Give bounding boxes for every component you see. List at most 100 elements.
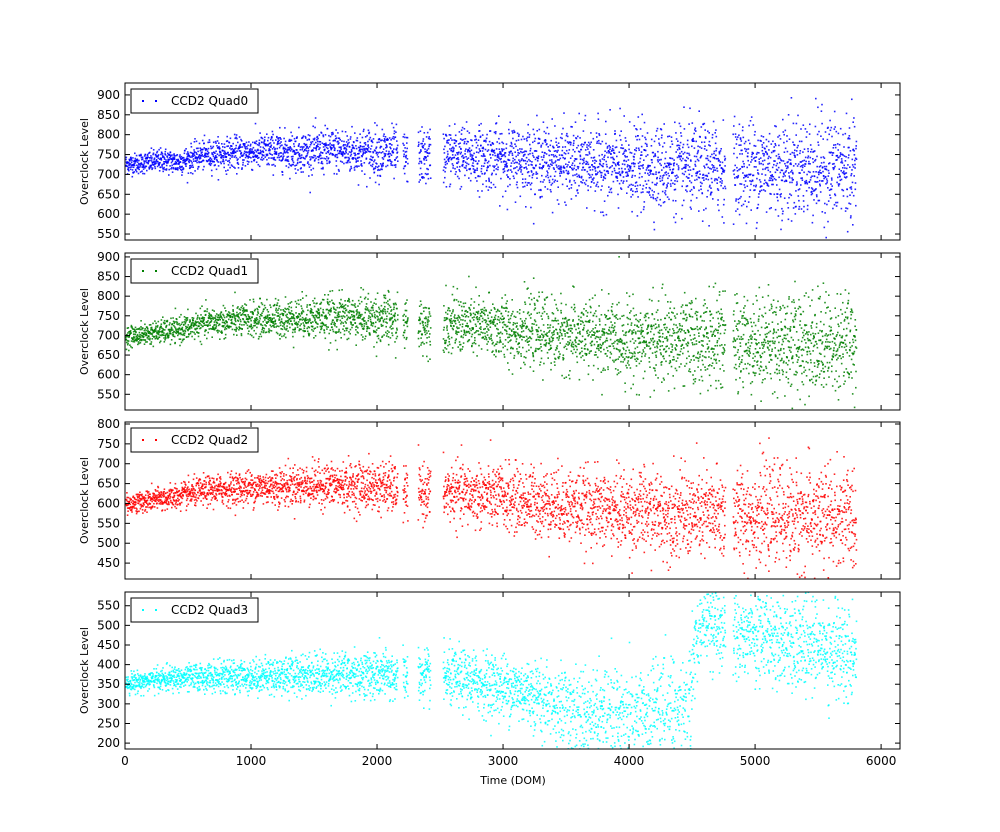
data-point bbox=[245, 304, 248, 306]
data-point bbox=[194, 328, 197, 331]
data-point bbox=[284, 127, 286, 129]
data-point bbox=[355, 158, 357, 161]
data-point bbox=[689, 206, 692, 209]
data-point bbox=[177, 159, 180, 162]
data-point bbox=[709, 145, 711, 147]
data-point bbox=[186, 318, 188, 320]
data-point bbox=[486, 133, 488, 136]
data-point bbox=[272, 305, 275, 307]
data-point bbox=[711, 153, 713, 156]
data-point bbox=[496, 141, 498, 143]
data-point bbox=[715, 149, 717, 152]
data-point bbox=[713, 152, 715, 155]
data-point bbox=[363, 148, 365, 150]
data-point bbox=[740, 140, 743, 142]
data-point bbox=[855, 145, 857, 147]
data-point bbox=[159, 334, 161, 336]
data-point bbox=[267, 321, 270, 323]
data-point bbox=[769, 177, 771, 179]
data-point bbox=[271, 148, 274, 150]
data-point bbox=[828, 151, 831, 154]
data-point bbox=[561, 149, 564, 152]
data-point bbox=[821, 122, 823, 125]
data-point bbox=[583, 143, 585, 146]
data-point bbox=[781, 207, 783, 210]
data-point bbox=[356, 166, 358, 168]
data-point bbox=[758, 161, 761, 163]
data-point bbox=[456, 175, 459, 178]
data-point bbox=[331, 147, 333, 149]
data-point bbox=[288, 148, 291, 151]
data-point bbox=[288, 149, 290, 151]
data-point bbox=[289, 317, 291, 320]
data-point bbox=[649, 194, 651, 196]
data-point bbox=[588, 152, 591, 155]
data-point bbox=[295, 321, 298, 324]
data-point bbox=[444, 161, 447, 164]
data-point bbox=[568, 141, 571, 143]
data-point bbox=[462, 163, 464, 166]
data-point bbox=[466, 158, 468, 160]
data-point bbox=[203, 134, 206, 137]
data-point bbox=[236, 327, 238, 330]
data-point bbox=[789, 193, 791, 195]
data-point bbox=[385, 146, 387, 149]
data-point bbox=[554, 161, 556, 164]
data-point bbox=[317, 161, 320, 164]
data-point bbox=[243, 314, 245, 316]
data-point bbox=[322, 146, 325, 148]
data-point bbox=[837, 132, 840, 135]
data-point bbox=[378, 138, 381, 141]
data-point bbox=[782, 175, 784, 178]
data-point bbox=[392, 136, 395, 138]
data-point bbox=[172, 320, 175, 323]
data-point bbox=[226, 313, 229, 315]
data-point bbox=[175, 321, 177, 323]
data-point bbox=[679, 155, 681, 158]
data-point bbox=[806, 131, 808, 133]
data-point bbox=[559, 172, 561, 175]
data-point bbox=[179, 156, 182, 159]
data-point bbox=[352, 146, 355, 149]
data-point bbox=[802, 195, 805, 197]
data-point bbox=[172, 158, 175, 160]
data-point bbox=[190, 172, 192, 174]
data-point bbox=[528, 158, 530, 161]
data-point bbox=[733, 147, 736, 149]
data-point bbox=[183, 316, 186, 318]
data-point bbox=[551, 118, 553, 120]
data-point bbox=[162, 334, 165, 336]
data-point bbox=[170, 154, 172, 157]
data-point bbox=[793, 152, 795, 154]
data-point bbox=[706, 155, 709, 157]
data-point bbox=[599, 163, 601, 166]
data-point bbox=[421, 177, 424, 179]
data-point bbox=[250, 319, 252, 322]
data-point bbox=[341, 161, 344, 163]
data-point bbox=[341, 130, 344, 133]
data-point bbox=[135, 154, 138, 157]
data-point bbox=[626, 165, 629, 168]
data-point bbox=[645, 138, 647, 141]
data-point bbox=[764, 148, 766, 150]
data-point bbox=[239, 144, 241, 147]
data-point bbox=[475, 156, 477, 158]
data-point bbox=[293, 150, 295, 152]
data-point bbox=[684, 159, 686, 162]
data-point bbox=[511, 154, 514, 156]
data-point bbox=[594, 190, 597, 192]
data-point bbox=[288, 308, 290, 311]
data-point bbox=[638, 167, 640, 170]
data-point bbox=[854, 163, 856, 166]
data-point bbox=[449, 183, 452, 186]
data-point bbox=[712, 165, 715, 167]
data-point bbox=[715, 178, 718, 180]
data-point bbox=[721, 180, 723, 182]
data-point bbox=[597, 112, 599, 115]
data-point bbox=[279, 155, 282, 158]
data-point bbox=[853, 175, 855, 177]
data-point bbox=[267, 139, 269, 142]
data-point bbox=[359, 133, 361, 135]
data-point bbox=[167, 161, 169, 164]
data-point bbox=[406, 158, 409, 160]
